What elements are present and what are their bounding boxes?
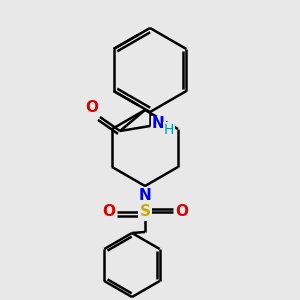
Text: O: O (85, 100, 98, 115)
Text: O: O (102, 205, 115, 220)
Text: N: N (139, 188, 152, 203)
Text: S: S (140, 205, 151, 220)
Text: N: N (152, 116, 165, 131)
Text: O: O (175, 205, 188, 220)
Text: H: H (164, 123, 174, 137)
